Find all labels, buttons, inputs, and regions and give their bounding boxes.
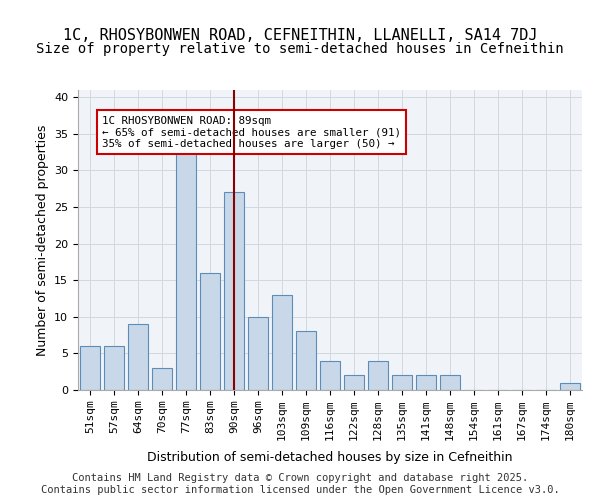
Text: Size of property relative to semi-detached houses in Cefneithin: Size of property relative to semi-detach… <box>36 42 564 56</box>
Bar <box>104 346 124 390</box>
Bar <box>128 324 148 390</box>
Bar <box>368 360 388 390</box>
Bar <box>416 376 436 390</box>
Bar <box>272 295 292 390</box>
Bar <box>224 192 244 390</box>
Text: 1C, RHOSYBONWEN ROAD, CEFNEITHIN, LLANELLI, SA14 7DJ: 1C, RHOSYBONWEN ROAD, CEFNEITHIN, LLANEL… <box>63 28 537 42</box>
Bar <box>152 368 172 390</box>
Bar <box>392 376 412 390</box>
Bar <box>176 148 196 390</box>
Y-axis label: Number of semi-detached properties: Number of semi-detached properties <box>35 124 49 356</box>
Bar <box>80 346 100 390</box>
Text: Contains HM Land Registry data © Crown copyright and database right 2025.
Contai: Contains HM Land Registry data © Crown c… <box>41 474 559 495</box>
Bar <box>560 382 580 390</box>
Bar <box>200 273 220 390</box>
Bar <box>440 376 460 390</box>
Bar <box>320 360 340 390</box>
Text: 1C RHOSYBONWEN ROAD: 89sqm
← 65% of semi-detached houses are smaller (91)
35% of: 1C RHOSYBONWEN ROAD: 89sqm ← 65% of semi… <box>102 116 401 149</box>
Bar <box>344 376 364 390</box>
X-axis label: Distribution of semi-detached houses by size in Cefneithin: Distribution of semi-detached houses by … <box>147 452 513 464</box>
Bar <box>296 332 316 390</box>
Bar <box>248 317 268 390</box>
